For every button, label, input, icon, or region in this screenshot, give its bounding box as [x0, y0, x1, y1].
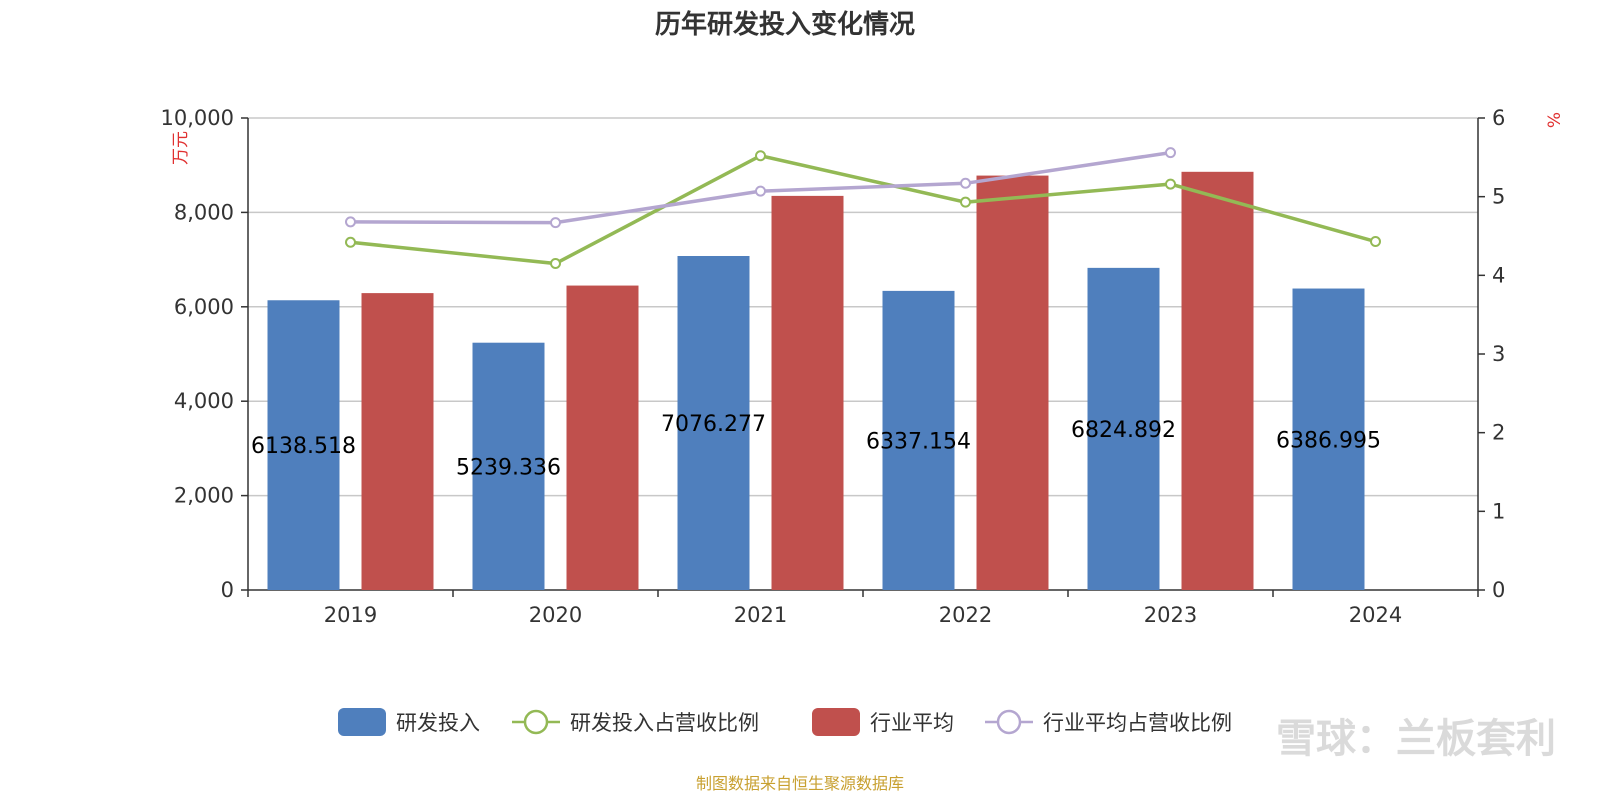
left-axis-tick-label: 4,000 — [174, 389, 234, 413]
left-axis-tick-label: 2,000 — [174, 484, 234, 508]
chart-title: 历年研发投入变化情况 — [655, 9, 915, 40]
right-axis-tick-label: 2 — [1492, 421, 1505, 445]
legend-label: 研发投入占营收比例 — [570, 711, 759, 735]
watermark: 雪球：兰板套利 — [1276, 716, 1556, 762]
right-axis-unit: % — [1545, 112, 1565, 128]
left-axis-tick-label: 10,000 — [161, 106, 234, 130]
bar-rd — [472, 342, 545, 590]
point-industry-ratio — [755, 185, 766, 197]
legend: 研发投入 研发投入占营收比例 行业平均 行业平均占营收比例 — [338, 708, 1232, 736]
right-axis-tick-label: 6 — [1492, 106, 1505, 130]
bars — [267, 171, 1365, 591]
legend-swatch-rd — [338, 708, 386, 736]
bar-rd — [1087, 267, 1160, 590]
bar-industry — [1181, 171, 1254, 591]
bar-industry — [771, 195, 844, 590]
point-rd-ratio — [1370, 236, 1381, 248]
x-axis-tick-label: 2020 — [529, 603, 582, 627]
left-axis-tick-label: 8,000 — [174, 200, 234, 224]
point-rd-ratio — [1165, 178, 1176, 190]
x-axis-tick-label: 2021 — [734, 603, 787, 627]
right-axis-tick-label: 0 — [1492, 578, 1505, 602]
source-note: 制图数据来自恒生聚源数据库 — [696, 774, 904, 793]
legend-label: 行业平均 — [870, 711, 954, 735]
bar-rd — [1292, 288, 1365, 590]
left-axis-tick-label: 6,000 — [174, 295, 234, 319]
bar-data-label: 6337.154 — [866, 429, 971, 454]
x-axis-tick-label: 2022 — [939, 603, 992, 627]
lines — [345, 147, 1381, 270]
right-axis-tick-label: 4 — [1492, 263, 1505, 287]
right-axis-tick-label: 3 — [1492, 342, 1505, 366]
point-rd-ratio — [960, 196, 971, 208]
data-labels: 6138.518 5239.336 7076.277 6337.154 6824.892… — [251, 412, 1381, 480]
x-axis-tick-label: 2023 — [1144, 603, 1197, 627]
right-axis-tick-label: 1 — [1492, 499, 1505, 523]
point-rd-ratio — [755, 150, 766, 162]
legend-swatch-industry — [812, 708, 860, 736]
x-axis-tick-label: 2024 — [1349, 603, 1402, 627]
left-axis-unit: 万元 — [171, 131, 191, 165]
axes: 0 2,000 4,000 6,000 8,000 10,000 0 1 2 3 4 5 6 2019 20… — [161, 106, 1506, 627]
bar-rd — [677, 255, 750, 590]
bar-data-label: 6386.995 — [1276, 428, 1381, 453]
bar-industry — [361, 293, 434, 590]
bar-data-label: 7076.277 — [661, 412, 766, 437]
point-industry-ratio — [1165, 147, 1176, 159]
legend-marker — [996, 709, 1022, 735]
legend-marker — [523, 709, 549, 735]
line-rd-ratio — [350, 153, 1376, 266]
point-industry-ratio — [345, 216, 356, 228]
bar-rd — [882, 290, 955, 590]
point-industry-ratio — [550, 217, 561, 229]
legend-label: 行业平均占营收比例 — [1043, 711, 1232, 735]
left-axis-tick-label: 0 — [221, 578, 234, 602]
right-axis-tick-label: 5 — [1492, 185, 1505, 209]
x-axis-tick-label: 2019 — [324, 603, 377, 627]
point-rd-ratio — [345, 236, 356, 248]
bar-data-label: 5239.336 — [456, 455, 561, 480]
bar-rd — [267, 300, 340, 590]
bar-industry — [566, 285, 639, 590]
bar-data-label: 6138.518 — [251, 434, 356, 459]
bar-data-label: 6824.892 — [1071, 418, 1176, 443]
bar-industry — [976, 175, 1049, 591]
point-rd-ratio — [550, 258, 561, 270]
legend-label: 研发投入 — [396, 711, 480, 735]
point-industry-ratio — [960, 177, 971, 189]
